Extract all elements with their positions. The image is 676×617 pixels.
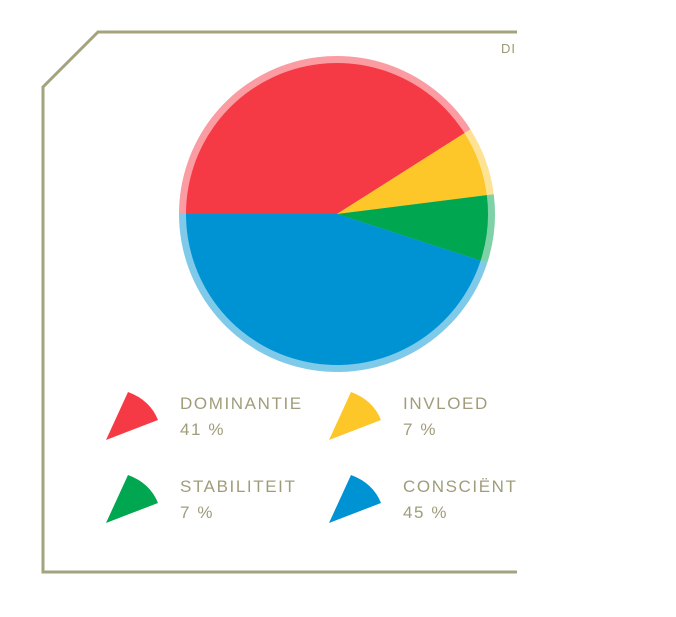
legend-swatch-stabiliteit xyxy=(106,475,158,523)
pie-slice-conscientieusheid xyxy=(179,214,488,372)
legend-swatch-conscientieusheid xyxy=(329,475,381,523)
panel-frame xyxy=(41,30,517,574)
legend-value-stabiliteit: 7 % xyxy=(180,503,215,522)
legend-swatch-dominantie xyxy=(106,392,158,440)
legend-value-invloed: 7 % xyxy=(403,420,438,439)
pie-chart xyxy=(179,56,495,372)
pie-slice-core-conscientieusheid xyxy=(186,214,481,366)
panel-clip: DI DOMINANTIE 41 % INVLOED 7 % STABILITE… xyxy=(41,30,517,574)
pie-slice-dominantie xyxy=(179,56,471,214)
legend-swatch-invloed xyxy=(329,392,381,440)
legend-label-stabiliteit: STABILITEIT xyxy=(180,477,297,496)
legend-label-invloed: INVLOED xyxy=(403,394,489,413)
corner-label: DI xyxy=(501,41,516,56)
legend-value-dominantie: 41 % xyxy=(180,420,226,439)
legend-label-conscientieusheid: CONSCIËNT xyxy=(403,477,517,496)
pie-slice-core-dominantie xyxy=(186,62,465,214)
legend-label-dominantie: DOMINANTIE xyxy=(180,394,303,413)
pie-slice-core-stabiliteit xyxy=(337,195,488,261)
pie-slice-core-invloed xyxy=(337,133,487,214)
legend-value-conscientieusheid: 45 % xyxy=(403,503,449,522)
pie-slice-invloed xyxy=(337,129,494,214)
panel-border xyxy=(41,30,517,574)
pie-slice-stabiliteit xyxy=(337,194,495,263)
